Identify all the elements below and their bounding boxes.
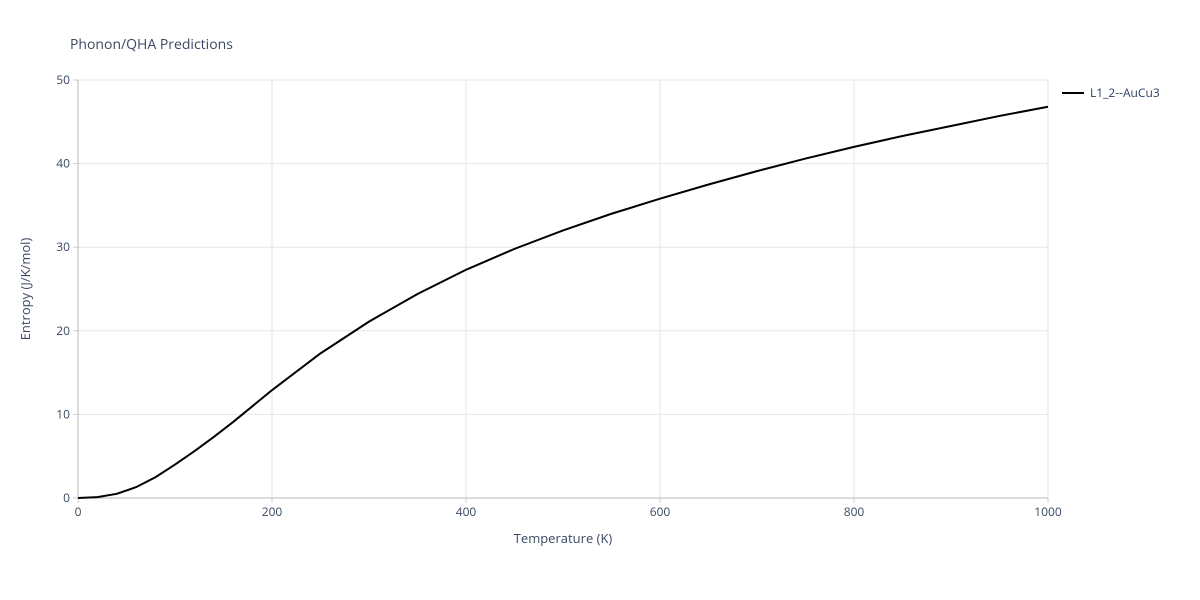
legend-item[interactable]: L1_2--AuCu3 [1062,84,1160,101]
xtick-label: 0 [75,503,82,520]
ytick-label: 50 [56,71,70,88]
y-axis-label: Entropy (J/K/mol) [16,238,34,341]
legend-swatch [1062,92,1084,94]
xtick-label: 600 [650,503,671,520]
chart-svg[interactable]: 0 200 400 600 800 1000 0 10 20 30 40 50 Temperature … [0,0,1200,600]
xtick-label: 200 [262,503,283,520]
ytick-label: 40 [56,155,70,172]
xtick-label: 800 [844,503,865,520]
ytick-label: 10 [56,405,70,422]
chart-container: Phonon/QHA Predictions 02004006008001000… [0,0,1200,600]
ytick-label: 30 [56,238,70,255]
xtick-label: 400 [456,503,477,520]
x-axis-label: Temperature (K) [514,529,613,547]
ytick-label: 20 [56,322,70,339]
xtick-label: 1000 [1034,503,1062,520]
ytick-label: 0 [63,489,70,506]
chart-title: Phonon/QHA Predictions [70,35,233,54]
plot-background [0,0,1200,600]
legend-text: L1_2--AuCu3 [1090,84,1160,101]
